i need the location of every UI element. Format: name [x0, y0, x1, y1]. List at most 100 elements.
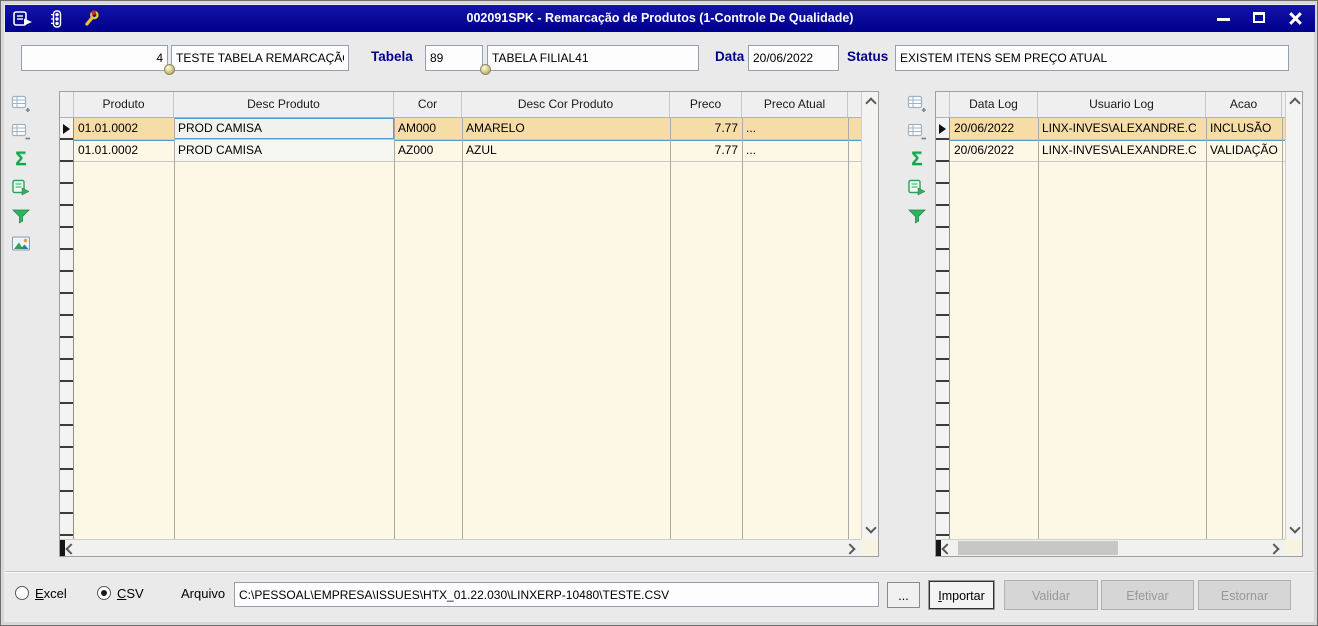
scroll-right-icon[interactable]: [1268, 543, 1280, 555]
scroll-left-icon[interactable]: [941, 543, 953, 555]
scroll-down-icon[interactable]: [1289, 522, 1301, 534]
sum-icon[interactable]: Σ: [911, 149, 923, 170]
cell-preco-atual[interactable]: ...: [746, 143, 757, 157]
vertical-scrollbar[interactable]: [861, 92, 878, 539]
grid-line: [670, 118, 671, 539]
validar-button[interactable]: Validar: [1004, 580, 1098, 610]
table-row[interactable]: 20/06/2022 LINX-INVES\ALEXANDRE.C VALIDA…: [950, 140, 1285, 162]
status-field[interactable]: [895, 45, 1289, 71]
maximize-button[interactable]: [1249, 9, 1271, 28]
cell-preco[interactable]: 7.77: [714, 143, 738, 157]
cell-acao[interactable]: VALIDAÇÃO: [1210, 143, 1278, 157]
column-header-desc-produto[interactable]: Desc Produto: [174, 92, 394, 117]
column-header-usuario-log[interactable]: Usuario Log: [1038, 92, 1206, 117]
export-grid-icon[interactable]: [10, 177, 32, 198]
table-row[interactable]: 01.01.0002 PROD CAMISA AZ000 AZUL 7.77 .…: [74, 140, 861, 162]
scrollbar-corner-marker: [60, 540, 65, 556]
filter-funnel-icon[interactable]: [10, 205, 32, 226]
csv-radio[interactable]: [97, 586, 111, 600]
close-button[interactable]: [1285, 9, 1307, 28]
table-row[interactable]: 20/06/2022 LINX-INVES\ALEXANDRE.C INCLUS…: [950, 118, 1285, 140]
cell-usuario-log[interactable]: LINX-INVES\ALEXANDRE.C: [1042, 121, 1197, 135]
column-header-data-log[interactable]: Data Log: [950, 92, 1038, 117]
cell-desc-produto[interactable]: PROD CAMISA: [174, 118, 394, 139]
cell-acao[interactable]: INCLUSÃO: [1210, 121, 1272, 135]
export-grid-icon[interactable]: [906, 177, 928, 198]
cell-preco-atual[interactable]: ...: [746, 121, 757, 135]
scrollbar-corner: [861, 539, 878, 556]
current-row-indicator: [63, 124, 70, 134]
scrollbar-corner-marker: [936, 540, 941, 556]
table-row[interactable]: 01.01.0002 PROD CAMISA AM000 AMARELO 7.7…: [74, 118, 861, 140]
cell-data-log[interactable]: 20/06/2022: [954, 121, 1015, 135]
tabela-desc-field[interactable]: [487, 45, 699, 71]
cell-cor[interactable]: AZ000: [398, 143, 434, 157]
scrollbar-corner: [1285, 539, 1302, 556]
data-label: Data: [715, 49, 745, 64]
column-header-preco-atual[interactable]: Preco Atual: [742, 92, 848, 117]
column-header-cor[interactable]: Cor: [394, 92, 462, 117]
column-header-acao[interactable]: Acao: [1206, 92, 1282, 117]
cell-data-log[interactable]: 20/06/2022: [954, 143, 1015, 157]
tabela-number-field[interactable]: [425, 45, 483, 71]
table-description-field[interactable]: [171, 45, 349, 71]
excel-radio[interactable]: [15, 586, 29, 600]
products-grid-header: Produto Desc Produto Cor Desc Cor Produt…: [60, 92, 861, 118]
column-header-produto[interactable]: Produto: [74, 92, 174, 117]
table-id-field[interactable]: [21, 45, 168, 71]
cell-produto[interactable]: 01.01.0002: [78, 121, 139, 135]
window-controls: [1213, 9, 1307, 28]
excel-radio-label[interactable]: Excel: [35, 586, 67, 601]
cell-cor[interactable]: AM000: [398, 121, 437, 135]
scroll-right-icon[interactable]: [844, 543, 856, 555]
image-icon[interactable]: [10, 233, 32, 254]
row-selector-column: [60, 118, 74, 539]
grid-remove-icon[interactable]: [906, 121, 928, 142]
arquivo-input[interactable]: [234, 582, 879, 607]
minimize-button[interactable]: [1213, 9, 1235, 28]
traffic-light-icon[interactable]: [45, 8, 69, 29]
cell-produto[interactable]: 01.01.0002: [78, 143, 139, 157]
lookup-dot-icon: [164, 64, 175, 75]
filter-funnel-icon[interactable]: [906, 205, 928, 226]
cell-preco[interactable]: 7.77: [714, 121, 738, 135]
minimize-icon: [1217, 18, 1230, 21]
efetivar-button[interactable]: Efetivar: [1101, 580, 1194, 610]
wrench-icon[interactable]: [79, 8, 103, 29]
grid-line: [1282, 118, 1283, 539]
titlebar: 002091SPK - Remarcação de Produtos (1-Co…: [5, 5, 1315, 32]
grid-remove-icon[interactable]: [10, 121, 32, 142]
scroll-up-icon[interactable]: [865, 97, 877, 109]
current-row-indicator: [939, 124, 946, 134]
cell-desc-produto[interactable]: PROD CAMISA: [174, 140, 394, 161]
grid-add-icon[interactable]: [10, 93, 32, 114]
column-header-filler: [848, 92, 861, 117]
vertical-scrollbar[interactable]: [1285, 92, 1302, 539]
scroll-down-icon[interactable]: [865, 522, 877, 534]
cell-usuario-log[interactable]: LINX-INVES\ALEXANDRE.C: [1042, 143, 1197, 157]
grid-add-icon[interactable]: [906, 93, 928, 114]
divider: [5, 571, 1313, 573]
csv-radio-label[interactable]: CSV: [117, 586, 144, 601]
form-export-icon[interactable]: [11, 8, 35, 29]
scroll-left-icon[interactable]: [65, 543, 77, 555]
estornar-button[interactable]: Estornar: [1198, 580, 1291, 610]
importar-button[interactable]: Importar: [929, 581, 994, 609]
cell-desc-cor[interactable]: AZUL: [466, 143, 497, 157]
tabela-label: Tabela: [371, 49, 413, 64]
horizontal-scrollbar[interactable]: [60, 539, 861, 556]
horizontal-scrollbar[interactable]: [936, 539, 1285, 556]
sum-icon[interactable]: Σ: [15, 149, 27, 170]
cell-desc-cor[interactable]: AMARELO: [466, 121, 525, 135]
column-header-desc-cor-produto[interactable]: Desc Cor Produto: [462, 92, 670, 117]
lookup-dot-icon: [480, 64, 491, 75]
products-grid: Produto Desc Produto Cor Desc Cor Produt…: [59, 91, 879, 557]
column-header-preco[interactable]: Preco: [670, 92, 742, 117]
window-title: 002091SPK - Remarcação de Produtos (1-Co…: [466, 11, 854, 25]
scrollbar-thumb[interactable]: [958, 541, 1118, 555]
browse-button[interactable]: ...: [887, 582, 920, 608]
grid-line: [742, 118, 743, 539]
data-field[interactable]: [748, 45, 839, 71]
scroll-up-icon[interactable]: [1289, 97, 1301, 109]
